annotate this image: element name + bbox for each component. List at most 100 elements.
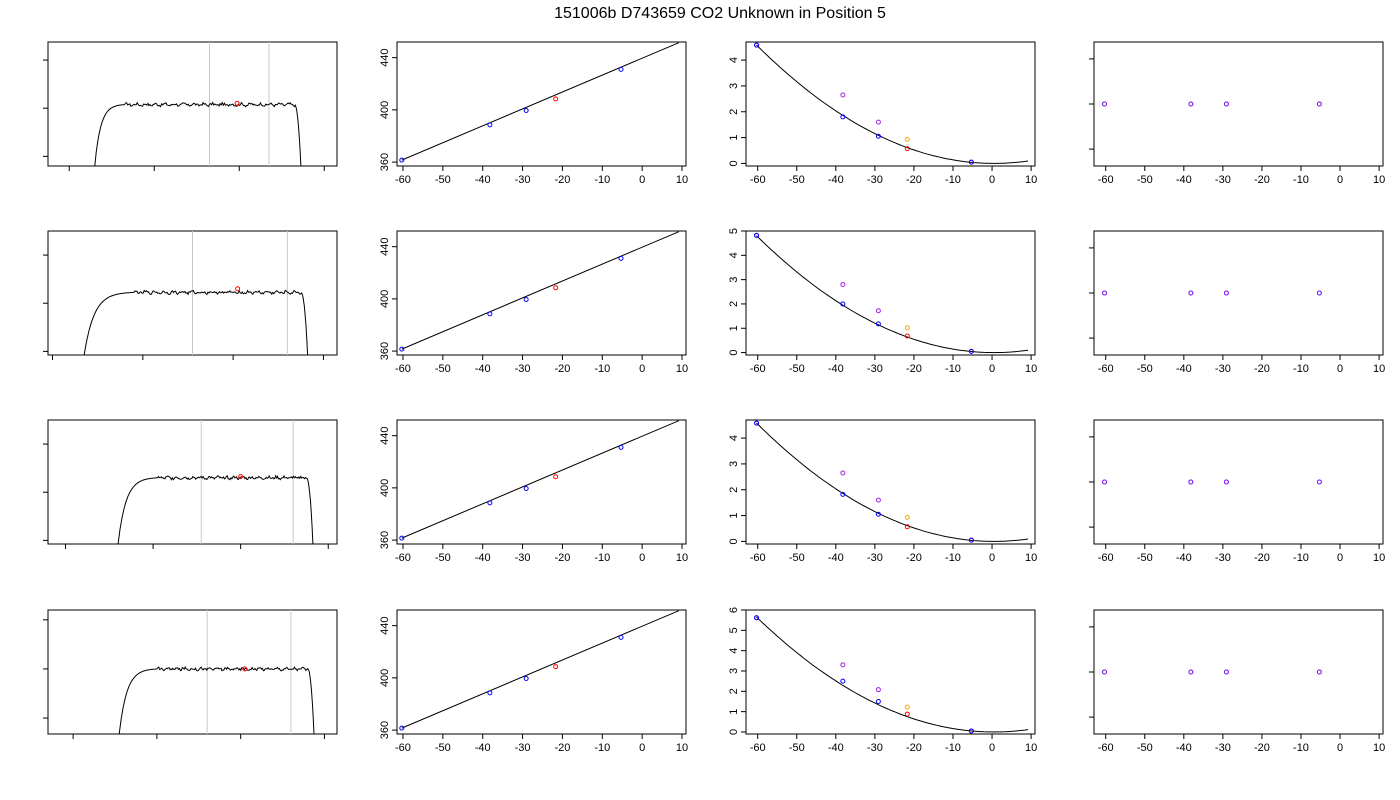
x-tick-label: -40 [828,552,844,564]
x-tick-label: -40 [475,363,491,375]
unknown-point [553,96,559,102]
panel-residuals-row-1: -60 -50 -40 -30 -20 -10 0 10 [1089,41,1385,186]
y-tick-label: 360 [379,531,391,549]
x-tick-label: -30 [1215,552,1231,564]
fit-curve [756,616,1029,733]
x-tick-label: -60 [1098,174,1114,186]
x-tick-label: -20 [1254,742,1270,754]
unknown-point [904,711,910,717]
known-point [968,348,974,354]
x-tick-label: 10 [1025,552,1037,564]
y-tick-label: 360 [379,721,391,739]
fit-curve [756,422,1029,542]
plot-area [1102,669,1322,675]
plot-area [399,231,680,352]
unknown-point [242,666,248,672]
known-point [754,420,760,426]
x-tick-label: -50 [435,552,451,564]
x-tick-label: -10 [1293,552,1309,564]
plot-area [399,420,680,541]
residual-known-point [875,687,881,693]
x-tick-label: -50 [435,363,451,375]
x-tick-label: 0 [1337,174,1343,186]
x-tick-label: -30 [1215,742,1231,754]
x-tick-label: -40 [828,363,844,375]
x-tick-label: -30 [867,552,883,564]
panel-timeseries-row-4 [43,609,338,739]
x-tick-label: -20 [906,363,922,375]
known-point [399,725,405,731]
unknown-point [904,146,910,152]
figure-title: 151006b D743659 CO2 Unknown in Position … [554,5,886,22]
known-point [618,255,624,261]
plot-area [754,420,1029,543]
x-tick-label: -60 [395,742,411,754]
x-tick-label: -50 [789,552,805,564]
x-tick-label: -40 [1176,552,1192,564]
timeseries-trace [118,665,315,734]
y-tick-label: 400 [379,290,391,308]
residual-point [1188,101,1194,107]
known-point [968,728,974,734]
x-tick-label: -50 [1137,363,1153,375]
known-point [399,346,405,352]
x-tick-label: 0 [1337,552,1343,564]
unknown-point [904,524,910,530]
plot-area [399,610,680,731]
x-tick-label: -40 [475,552,491,564]
fit-line [401,231,680,350]
x-tick-label: 10 [1373,742,1385,754]
panel-linear_removed-row-1: -60 -50 -40 -30 -20 -10 0 10 0 1 2 3 4 [728,41,1037,186]
plot-area [754,42,1029,165]
x-tick-label: -60 [750,552,766,564]
fit-curve [756,235,1029,354]
residual-point [1316,101,1322,107]
x-tick-label: -50 [789,363,805,375]
y-tick-label: 3 [728,277,740,283]
residual-known-point [840,662,846,668]
y-tick-label: 360 [379,153,391,171]
plot-area [1102,101,1322,107]
plot-frame [1093,41,1384,167]
residual-point [1223,669,1229,675]
x-tick-label: -40 [475,174,491,186]
panel-fit-row-1: -60 -50 -40 -30 -20 -10 0 10 360 400 440 [379,41,688,186]
y-tick-label: 1 [728,135,740,141]
known-point [523,108,529,114]
known-point [618,66,624,72]
known-point [523,676,529,682]
unknown-point [238,474,244,480]
known-point [754,42,760,48]
plot-frame [745,419,1036,545]
residual-known-point [875,119,881,125]
y-tick-label: 1 [728,513,740,519]
x-tick-label: -50 [435,174,451,186]
x-tick-label: -40 [1176,742,1192,754]
residual-point [1316,479,1322,485]
x-tick-label: 0 [989,552,995,564]
x-tick-label: -50 [435,742,451,754]
x-tick-label: -60 [750,742,766,754]
x-tick-label: -10 [1293,363,1309,375]
y-tick-label: 400 [379,669,391,687]
known-point [875,133,881,139]
plot-frame [1093,230,1384,356]
residual-point [1223,290,1229,296]
x-tick-label: -30 [867,742,883,754]
x-tick-label: 10 [676,552,688,564]
y-tick-label: 440 [379,48,391,66]
fit-line [401,420,680,539]
x-tick-label: -60 [1098,742,1114,754]
x-tick-label: -30 [1215,174,1231,186]
y-tick-label: 2 [728,688,740,694]
plot-area [399,42,680,163]
x-tick-label: 10 [1373,363,1385,375]
known-point [968,537,974,543]
known-point [487,690,493,696]
panel-timeseries-row-3 [43,419,338,549]
residual-point [1223,101,1229,107]
x-tick-label: -30 [515,552,531,564]
x-tick-label: -10 [594,363,610,375]
x-tick-label: 10 [676,742,688,754]
y-tick-label: 6 [728,607,740,613]
